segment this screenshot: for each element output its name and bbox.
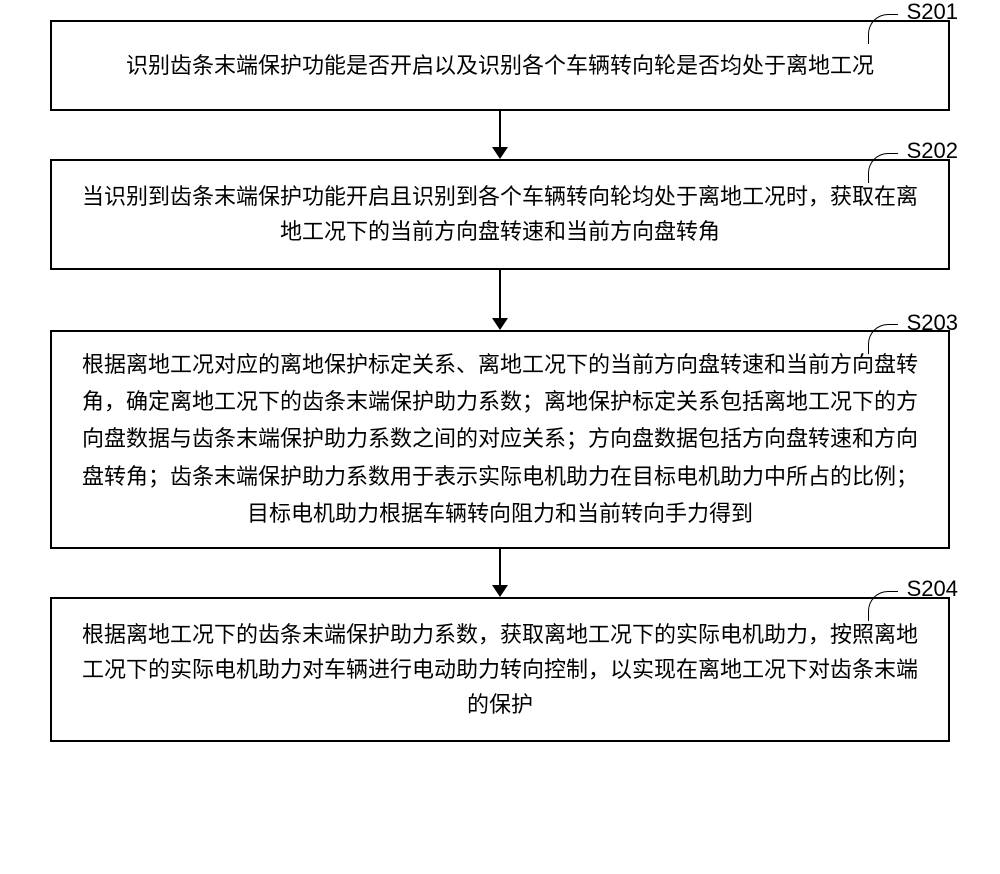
label-connector	[868, 324, 898, 354]
step-box-s203: S203 根据离地工况对应的离地保护标定关系、离地工况下的当前方向盘转速和当前方…	[50, 330, 950, 549]
step-container-s202: S202 当识别到齿条末端保护功能开启且识别到各个车辆转向轮均处于离地工况时，获…	[40, 159, 960, 269]
step-box-s202: S202 当识别到齿条末端保护功能开启且识别到各个车辆转向轮均处于离地工况时，获…	[50, 159, 950, 269]
arrow-head-icon	[492, 147, 508, 159]
arrow-head-icon	[492, 585, 508, 597]
label-connector	[868, 153, 898, 183]
arrow-s201-s202	[492, 111, 508, 159]
arrow-s203-s204	[492, 549, 508, 597]
step-text-s201: 识别齿条末端保护功能是否开启以及识别各个车辆转向轮是否均处于离地工况	[126, 53, 874, 78]
arrow-line	[499, 111, 501, 147]
step-text-s202: 当识别到齿条末端保护功能开启且识别到各个车辆转向轮均处于离地工况时，获取在离地工…	[82, 184, 918, 244]
arrow-s202-s203	[492, 270, 508, 330]
arrow-line	[499, 549, 501, 585]
step-container-s201: S201 识别齿条末端保护功能是否开启以及识别各个车辆转向轮是否均处于离地工况	[40, 20, 960, 111]
step-text-s203: 根据离地工况对应的离地保护标定关系、离地工况下的当前方向盘转速和当前方向盘转角，…	[82, 352, 918, 527]
arrow-line	[499, 270, 501, 318]
step-label-s201: S201	[907, 0, 958, 29]
step-label-s203: S203	[907, 304, 958, 341]
label-connector	[868, 591, 898, 621]
flowchart-container: S201 识别齿条末端保护功能是否开启以及识别各个车辆转向轮是否均处于离地工况 …	[40, 20, 960, 742]
step-box-s201: S201 识别齿条末端保护功能是否开启以及识别各个车辆转向轮是否均处于离地工况	[50, 20, 950, 111]
label-connector	[868, 14, 898, 44]
arrow-head-icon	[492, 318, 508, 330]
step-text-s204: 根据离地工况下的齿条末端保护助力系数，获取离地工况下的实际电机助力，按照离地工况…	[82, 622, 918, 717]
step-label-s202: S202	[907, 133, 958, 168]
step-label-s204: S204	[907, 571, 958, 606]
step-box-s204: S204 根据离地工况下的齿条末端保护助力系数，获取离地工况下的实际电机助力，按…	[50, 597, 950, 743]
step-container-s203: S203 根据离地工况对应的离地保护标定关系、离地工况下的当前方向盘转速和当前方…	[40, 330, 960, 549]
step-container-s204: S204 根据离地工况下的齿条末端保护助力系数，获取离地工况下的实际电机助力，按…	[40, 597, 960, 743]
